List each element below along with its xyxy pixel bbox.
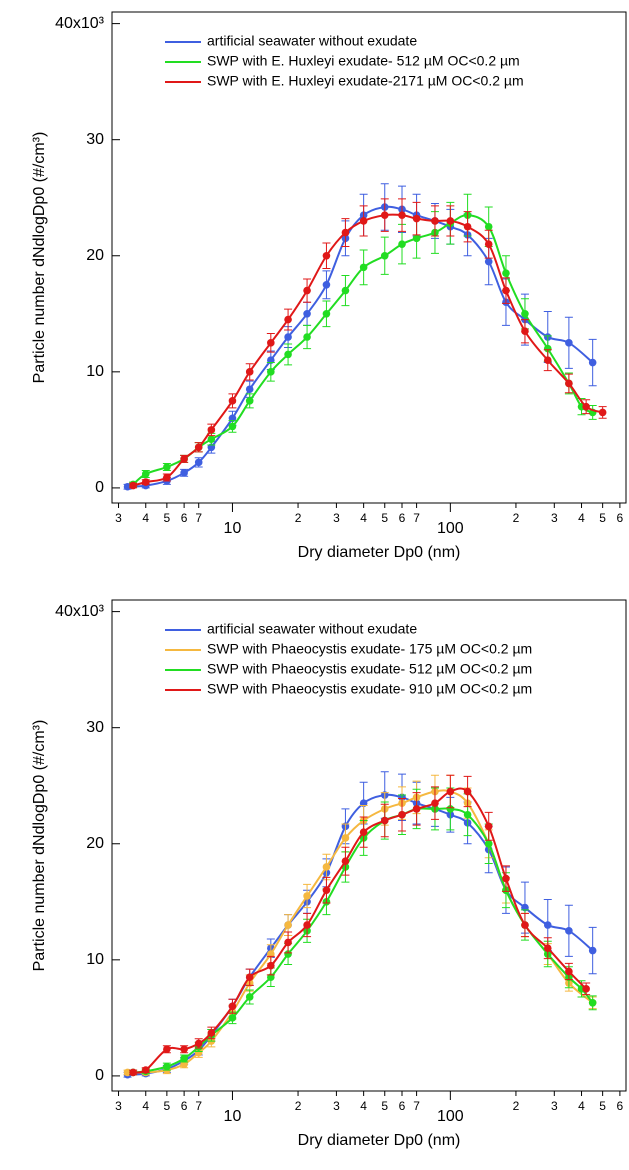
y-tick-label: 0 [95,1067,104,1084]
legend-label: artificial seawater without exudate [207,621,417,637]
x-tick-label: 3 [333,511,340,525]
plot-frame [111,599,627,1092]
x-tick-label: 4 [142,1099,149,1113]
x-tick-label: 10 [224,520,242,537]
x-tick-label: 4 [142,511,149,525]
legend-label: SWP with E. Huxleyi exudate- 512 µM OC<0… [207,53,520,69]
y-tick-label: 20 [86,835,104,852]
x-tick-label: 6 [399,1099,406,1113]
x-tick-label: 2 [513,1099,520,1113]
legend-label: artificial seawater without exudate [207,33,417,49]
x-tick-label: 5 [164,1099,171,1113]
legend-label: SWP with Phaeocystis exudate- 512 µM OC<… [207,661,532,677]
x-tick-label: 5 [381,511,388,525]
y-tick-label: 0 [95,479,104,496]
x-tick-label: 5 [599,511,606,525]
x-tick-label: 4 [578,511,585,525]
x-tick-label: 4 [360,511,367,525]
y-tick-label: 30 [86,719,104,736]
x-tick-label: 3 [551,511,558,525]
x-tick-label: 3 [551,1099,558,1113]
x-tick-label: 6 [399,511,406,525]
x-tick-label: 7 [195,511,202,525]
x-tick-label: 3 [115,511,122,525]
fit-line [132,213,603,487]
x-tick-label: 5 [599,1099,606,1113]
x-tick-label: 2 [295,1099,302,1113]
fit-line [127,205,594,488]
y-tick-label: 20 [86,247,104,264]
y-tick-label: 30 [86,131,104,148]
x-tick-label: 100 [437,1108,464,1125]
y-axis-label: Particle number dNdlogDp0 (#/cm³) [31,720,48,972]
x-tick-label: 6 [617,1099,624,1113]
legend-label: SWP with Phaeocystis exudate- 175 µM OC<… [207,641,532,657]
x-tick-label: 2 [295,511,302,525]
x-tick-label: 4 [360,1099,367,1113]
plot-frame [111,11,627,504]
y-tick-label: 10 [86,951,104,968]
x-tick-label: 6 [181,511,188,525]
fit-line [132,214,594,486]
x-axis-label: Dry diameter Dp0 (nm) [298,1132,461,1149]
y-tick-label: 10 [86,363,104,380]
x-tick-label: 7 [413,1099,420,1113]
y-tick-label: 40x10³ [55,15,105,32]
x-tick-label: 5 [164,511,171,525]
x-tick-label: 7 [413,511,420,525]
data-point [129,481,137,490]
x-tick-label: 2 [513,511,520,525]
x-tick-label: 7 [195,1099,202,1113]
legend-label: SWP with Phaeocystis exudate- 910 µM OC<… [207,681,532,697]
y-axis-label: Particle number dNdlogDp0 (#/cm³) [31,132,48,384]
x-tick-label: 3 [115,1099,122,1113]
x-tick-label: 100 [437,520,464,537]
y-tick-label: 40x10³ [55,603,105,620]
x-tick-label: 10 [224,1108,242,1125]
x-axis-label: Dry diameter Dp0 (nm) [298,544,461,561]
x-tick-label: 5 [381,1099,388,1113]
fit-line [132,787,587,1074]
x-tick-label: 4 [578,1099,585,1113]
legend-label: SWP with E. Huxleyi exudate-2171 µM OC<0… [207,73,524,89]
x-tick-label: 6 [181,1099,188,1113]
x-tick-label: 3 [333,1099,340,1113]
x-tick-label: 6 [617,511,624,525]
